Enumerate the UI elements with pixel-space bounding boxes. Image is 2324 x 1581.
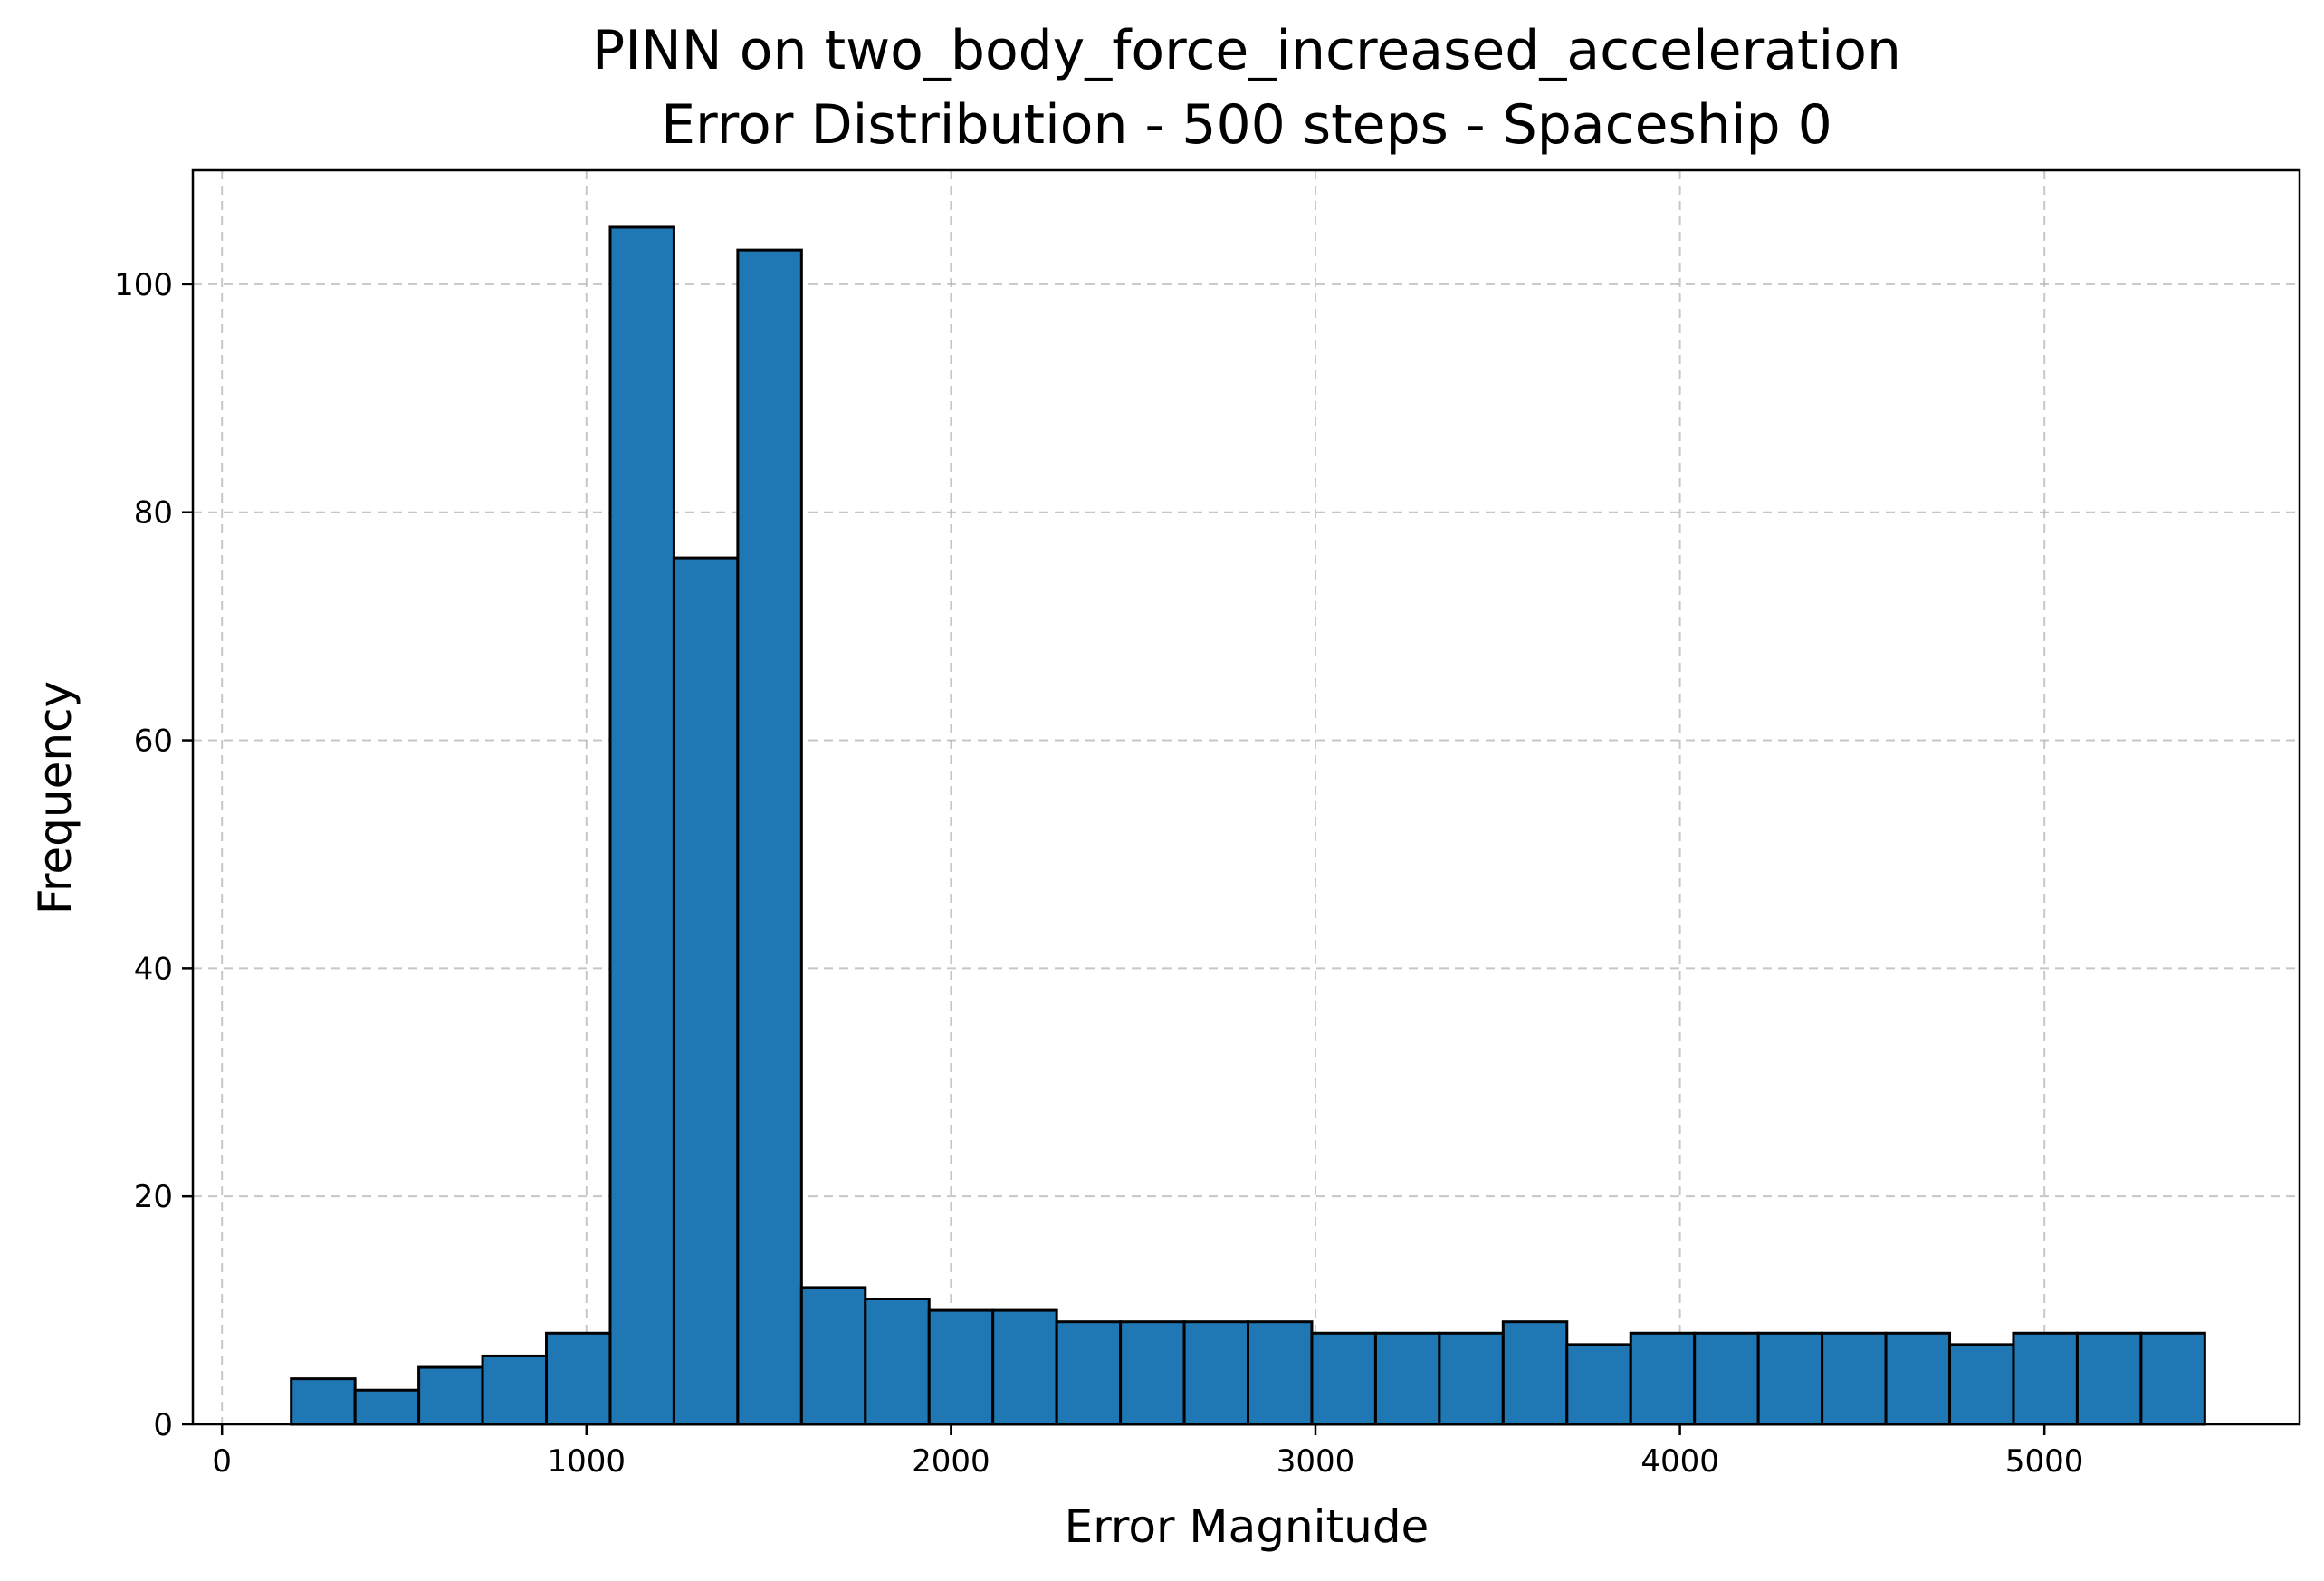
x-tick-label: 0: [212, 1443, 232, 1480]
histogram-bar: [672, 556, 740, 1426]
histogram-bar: [2075, 1331, 2143, 1426]
histogram-bar: [1182, 1320, 1250, 1426]
histogram-bar: [991, 1308, 1058, 1426]
y-tick-label: 60: [134, 723, 173, 760]
histogram-bar: [799, 1286, 867, 1426]
histogram-bar: [2139, 1331, 2206, 1426]
histogram-bar: [1821, 1331, 1888, 1426]
y-tick-label: 20: [134, 1179, 173, 1215]
tick-layer: 0 1000 2000 3000 4000 5000 0 20 40 60 80 100: [114, 267, 2083, 1480]
x-axis-label: Error Magnitude: [1065, 1500, 1430, 1553]
x-tick-label: 4000: [1640, 1443, 1719, 1480]
histogram-bar: [481, 1354, 549, 1426]
histogram-bar: [1310, 1331, 1377, 1426]
x-tick-label: 5000: [2005, 1443, 2084, 1480]
histogram-bar: [1501, 1320, 1569, 1426]
histogram-bar: [2012, 1331, 2079, 1426]
plot-frame: [191, 168, 2301, 1426]
histogram-bar: [353, 1388, 421, 1426]
y-tick-label: 40: [134, 951, 173, 987]
histogram-bar: [417, 1365, 484, 1426]
histogram-bar: [1438, 1331, 1505, 1426]
histogram-bar: [608, 225, 675, 1426]
histogram-bar: [1756, 1331, 1824, 1426]
histogram-bar: [545, 1331, 612, 1426]
bar-layer: [290, 225, 2206, 1426]
histogram-bar: [1119, 1320, 1186, 1426]
histogram-bar: [290, 1377, 357, 1426]
chart-title-line1: PINN on two_body_force_increased_acceler…: [592, 19, 1901, 82]
y-tick-label: 80: [134, 495, 173, 532]
histogram-bar: [1629, 1331, 1697, 1426]
histogram-bar: [927, 1308, 995, 1426]
grid-layer: [193, 170, 2300, 1425]
y-tick-label: 0: [153, 1407, 173, 1443]
histogram-bar: [1884, 1331, 1952, 1426]
x-tick-label: 3000: [1277, 1443, 1355, 1480]
histogram-bar: [1693, 1331, 1760, 1426]
histogram-bar: [864, 1298, 931, 1426]
x-tick-label: 2000: [912, 1443, 990, 1480]
histogram-bar: [1373, 1331, 1441, 1426]
histogram-bar: [1055, 1320, 1123, 1426]
histogram-bar: [1948, 1343, 2015, 1426]
y-tick-label: 100: [114, 267, 173, 303]
chart-title-line2: Error Distribution - 500 steps - Spacesh…: [661, 93, 1832, 157]
histogram-bar: [1565, 1343, 1632, 1426]
histogram-bar: [1247, 1320, 1314, 1426]
y-axis-label: Frequency: [29, 681, 81, 915]
x-tick-label: 1000: [548, 1443, 626, 1480]
histogram-bar: [736, 248, 803, 1426]
